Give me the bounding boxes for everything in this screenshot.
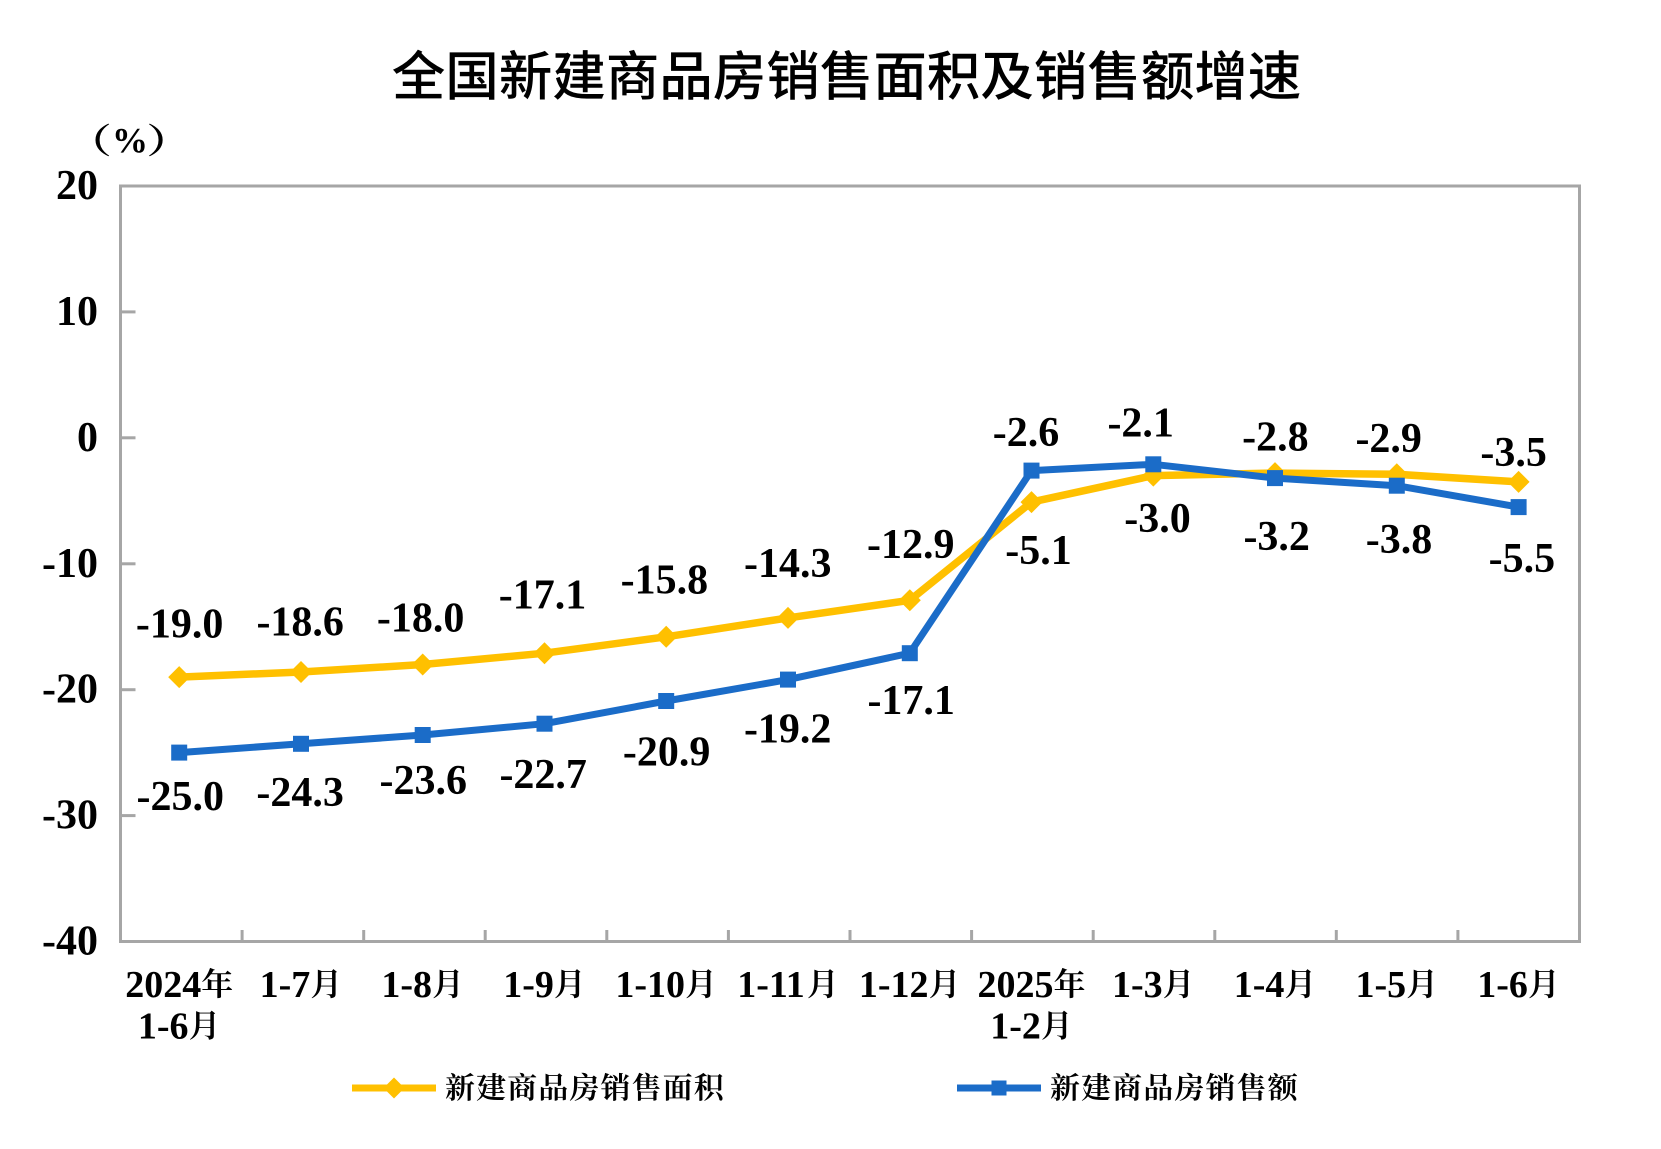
svg-text:-18.6: -18.6 — [256, 599, 344, 645]
svg-text:-30: -30 — [42, 793, 98, 839]
svg-text:1-10: 1-10 — [615, 964, 685, 1006]
svg-text:%: % — [112, 121, 148, 161]
svg-text:2024: 2024 — [125, 964, 201, 1006]
svg-text:-14.3: -14.3 — [744, 541, 832, 587]
svg-text:1-9: 1-9 — [503, 964, 554, 1006]
svg-text:-22.7: -22.7 — [499, 752, 587, 798]
svg-text:-24.3: -24.3 — [256, 770, 344, 816]
svg-text:-2.1: -2.1 — [1107, 400, 1174, 446]
svg-text:-3.2: -3.2 — [1243, 514, 1310, 560]
svg-text:-2.6: -2.6 — [993, 410, 1060, 456]
svg-text:1-12: 1-12 — [859, 964, 929, 1006]
svg-text:-3.0: -3.0 — [1124, 496, 1191, 542]
svg-text:-10: -10 — [42, 541, 98, 587]
svg-text:1-4: 1-4 — [1234, 964, 1285, 1006]
svg-text:10: 10 — [56, 289, 98, 335]
svg-text:-3.8: -3.8 — [1366, 517, 1433, 563]
svg-text:-19.0: -19.0 — [136, 602, 224, 648]
svg-text:-12.9: -12.9 — [867, 522, 955, 568]
svg-text:1-6: 1-6 — [138, 1006, 189, 1048]
svg-text:-40: -40 — [42, 919, 98, 965]
svg-text:1-6: 1-6 — [1477, 964, 1528, 1006]
svg-text:2025: 2025 — [978, 964, 1054, 1006]
svg-text:-17.1: -17.1 — [867, 678, 955, 724]
svg-text:-2.9: -2.9 — [1355, 416, 1422, 462]
svg-text:-2.8: -2.8 — [1242, 415, 1309, 461]
svg-text:1-3: 1-3 — [1112, 964, 1163, 1006]
svg-text:-5.5: -5.5 — [1489, 536, 1556, 582]
svg-text:-23.6: -23.6 — [380, 758, 468, 804]
svg-text:20: 20 — [56, 163, 98, 209]
svg-text:0: 0 — [77, 415, 98, 461]
svg-text:-5.1: -5.1 — [1005, 528, 1072, 574]
svg-text:-20: -20 — [42, 667, 98, 713]
svg-text:-20.9: -20.9 — [623, 729, 711, 775]
svg-text:-15.8: -15.8 — [621, 558, 709, 604]
svg-text:-19.2: -19.2 — [744, 707, 832, 753]
svg-text:1-11: 1-11 — [737, 964, 805, 1006]
svg-text:1-5: 1-5 — [1356, 964, 1407, 1006]
svg-text:-3.5: -3.5 — [1480, 430, 1547, 476]
svg-text:-25.0: -25.0 — [137, 774, 225, 820]
svg-text:-18.0: -18.0 — [377, 595, 465, 641]
svg-text:-17.1: -17.1 — [499, 573, 587, 619]
svg-text:1-7: 1-7 — [260, 964, 311, 1006]
svg-text:1-8: 1-8 — [381, 964, 432, 1006]
svg-text:1-2: 1-2 — [990, 1006, 1041, 1048]
